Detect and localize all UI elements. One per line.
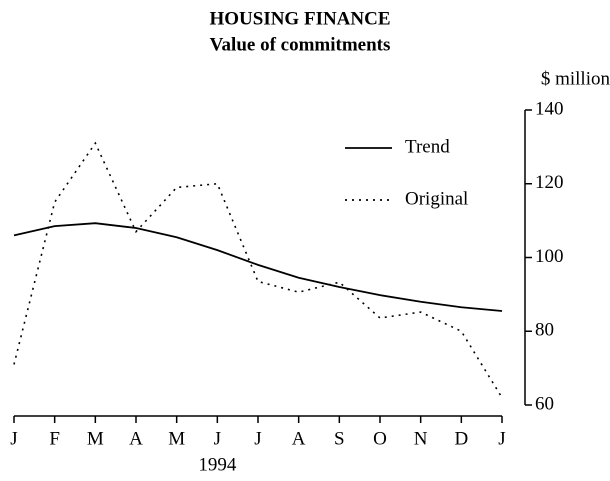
annotation: 1994 (198, 454, 237, 475)
x-tick-label: M (87, 428, 104, 449)
y-tick-label: 120 (535, 172, 564, 193)
x-tick-label: J (214, 428, 221, 449)
x-tick-label: A (292, 428, 306, 449)
x-tick-label: M (168, 428, 185, 449)
x-tick-label: O (373, 428, 387, 449)
chart-title: HOUSING FINANCE (209, 8, 390, 29)
legend-label: Original (405, 188, 468, 209)
x-tick-label: J (254, 428, 261, 449)
legend-label: Trend (405, 136, 450, 157)
series-line (13, 141, 503, 399)
x-tick-label: N (414, 428, 428, 449)
y-tick-label: 80 (535, 320, 554, 341)
series-line (13, 222, 503, 312)
y-axis-label: $ million (541, 68, 610, 89)
x-tick-label: S (334, 428, 345, 449)
x-tick-label: J (498, 428, 505, 449)
x-tick-label: A (129, 428, 143, 449)
x-tick-label: D (454, 428, 468, 449)
x-tick-label: F (49, 428, 60, 449)
y-tick-label: 60 (535, 393, 554, 414)
x-tick-label: J (10, 428, 17, 449)
y-tick-label: 140 (535, 98, 564, 119)
y-tick-label: 100 (535, 246, 564, 267)
chart-subtitle: Value of commitments (210, 34, 391, 55)
